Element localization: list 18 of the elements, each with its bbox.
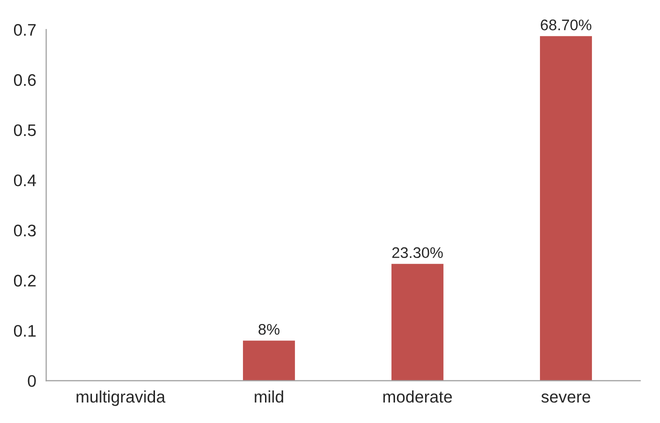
x-tick-label: severe [541, 394, 590, 403]
y-tick-label: 0.7 [14, 24, 36, 36]
data-label: 23.30% [392, 247, 443, 258]
bar [540, 36, 592, 381]
bar [391, 264, 444, 381]
y-tick-label: 0.1 [14, 324, 36, 337]
x-tick-label: moderate [383, 390, 452, 403]
y-tick-label: 0.6 [14, 74, 36, 86]
y-tick-label: 0.4 [14, 174, 36, 186]
y-tick-label: 0.3 [14, 224, 36, 236]
x-tick-label: multigravida [76, 390, 166, 406]
y-tick-label: 0 [28, 375, 36, 387]
bar [242, 340, 295, 381]
x-tick-label: mild [254, 390, 284, 403]
y-tick-label: 0.2 [14, 274, 36, 287]
data-label: 8% [258, 324, 280, 335]
y-tick-label: 0.5 [14, 124, 36, 136]
data-label: 68.70% [540, 20, 592, 30]
